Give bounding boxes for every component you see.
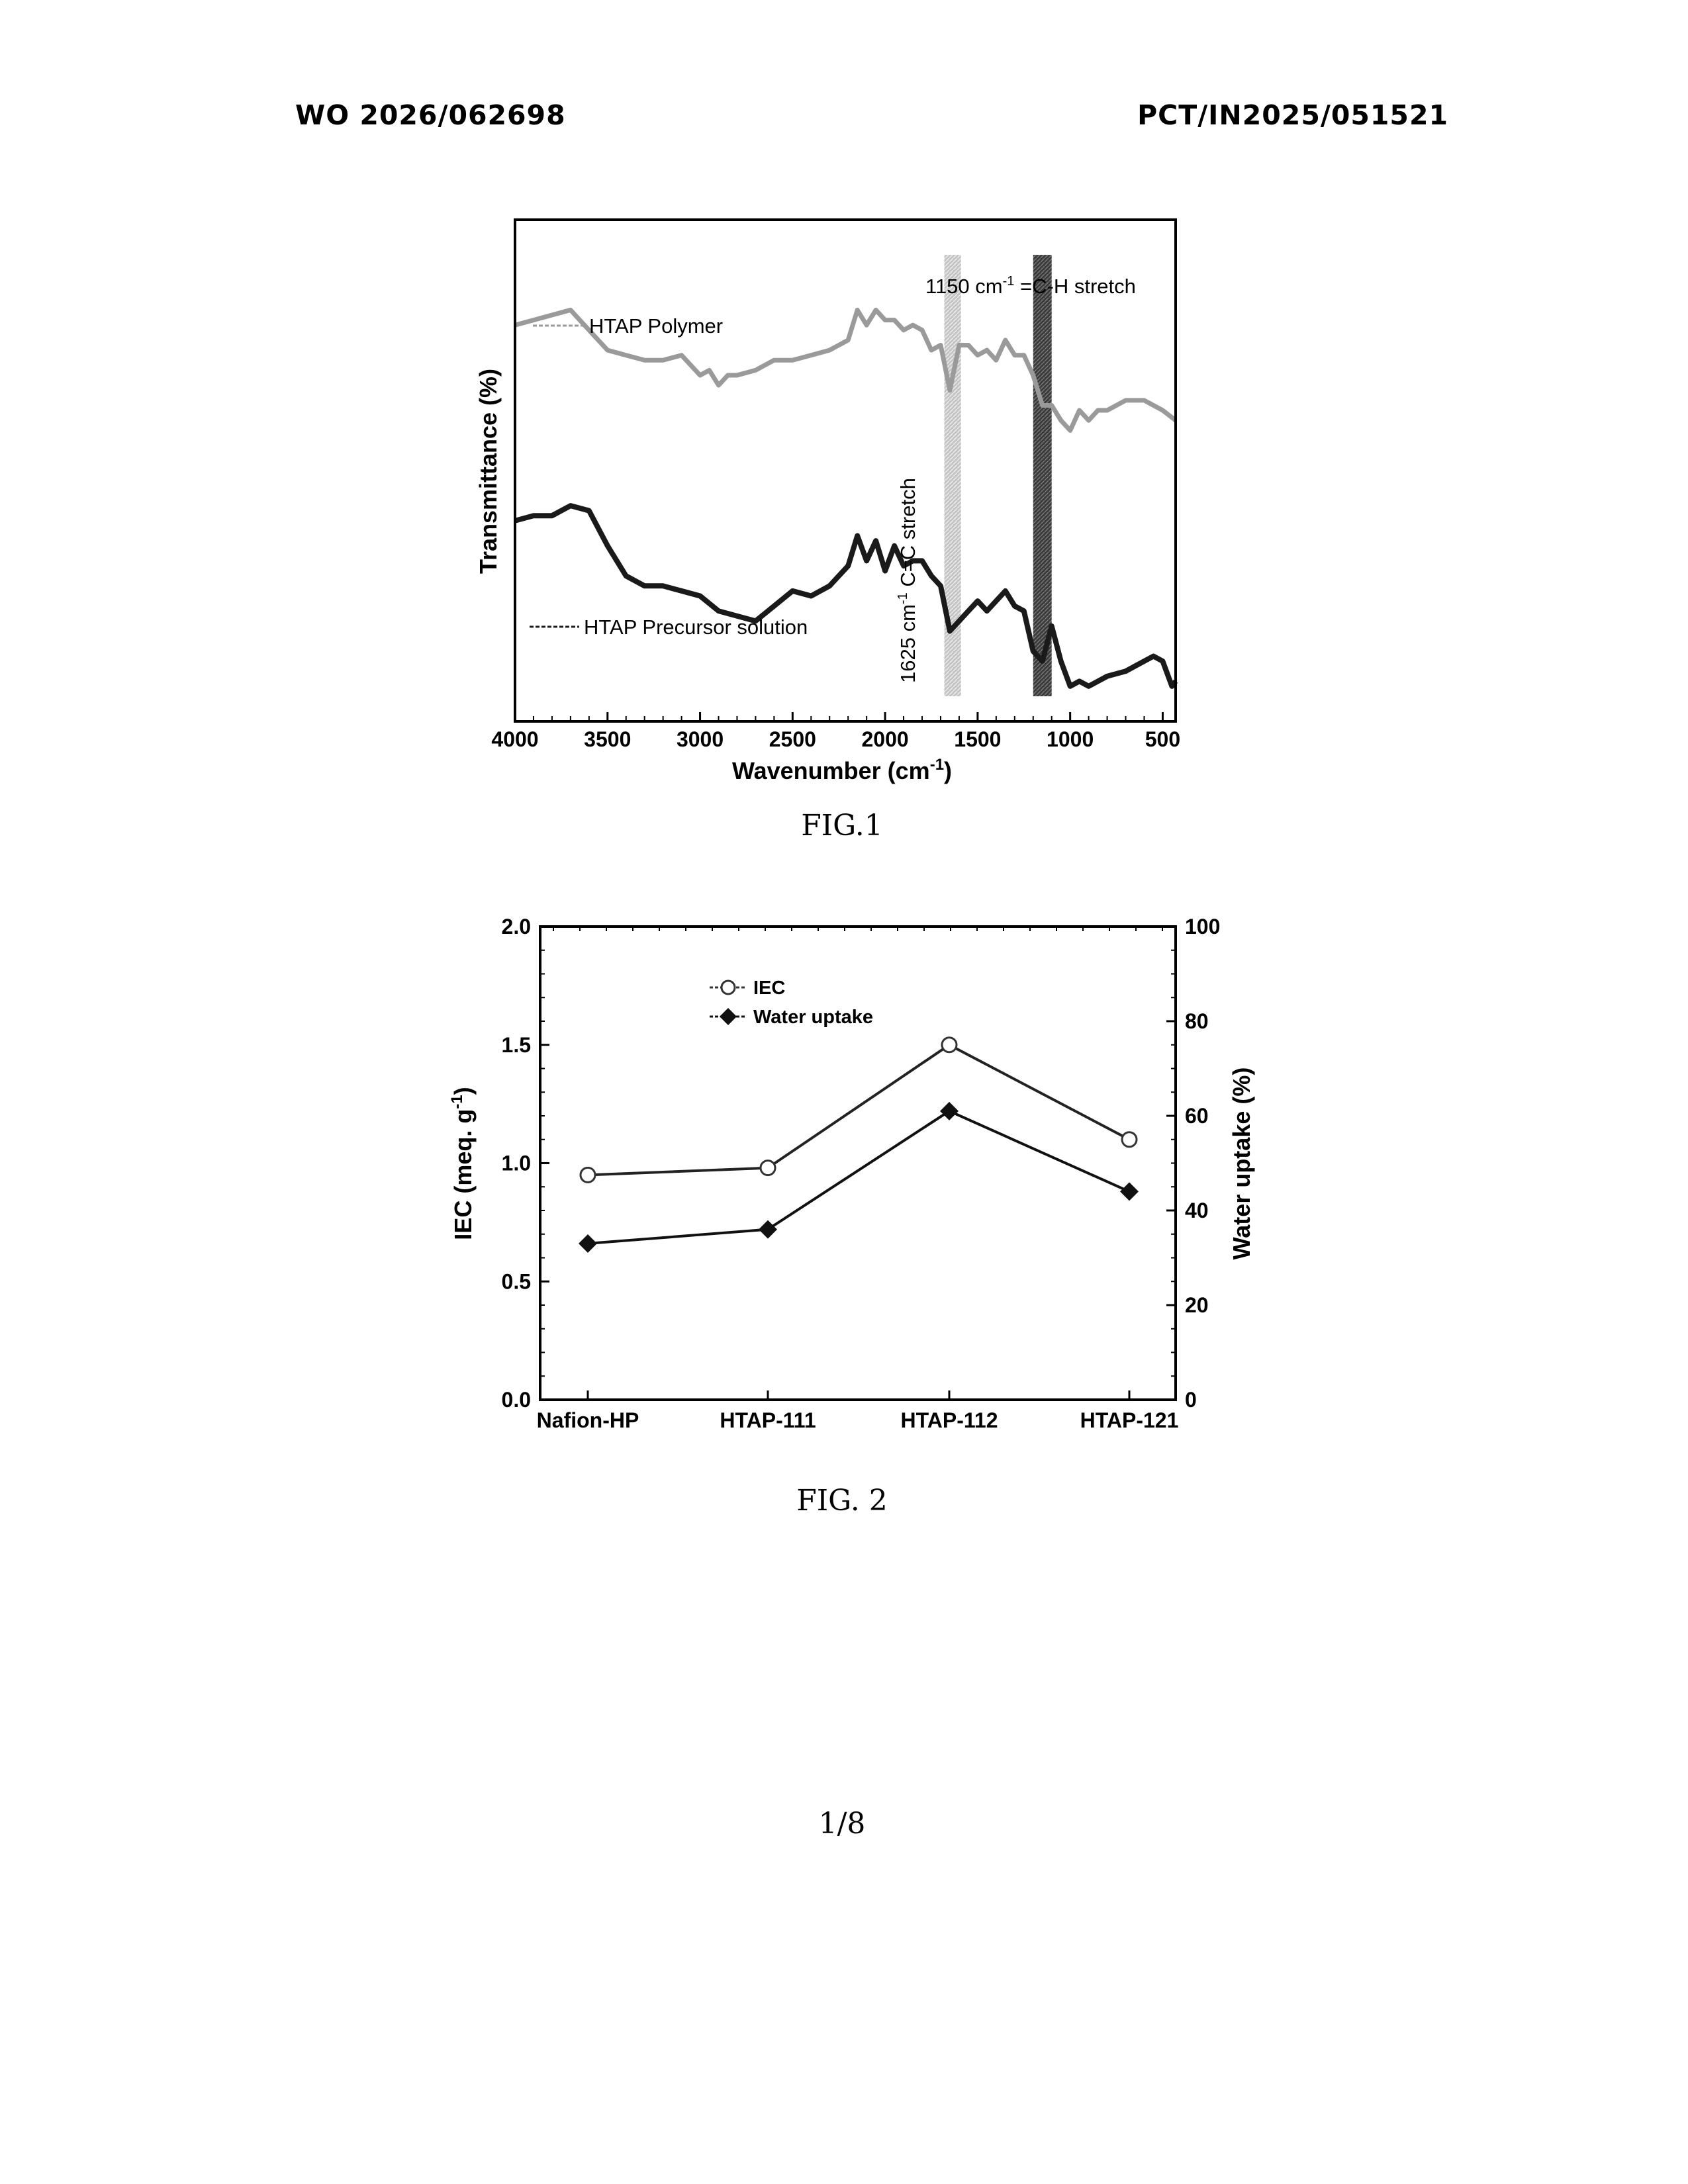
y-tick-label: 2.0 [502,915,531,938]
fig2-legend: IEC Water uptake [710,978,873,1028]
legend-iec: IEC [753,978,785,999]
x-category-label: HTAP-111 [720,1408,816,1432]
y-tick-label: 0.5 [502,1269,531,1293]
y2-tick-label: 20 [1185,1293,1209,1317]
x-tick-label: 1000 [1047,727,1094,751]
x-tick-label: 1500 [954,727,1001,751]
absorption-band-1 [1033,255,1052,697]
series-line-water-uptake [587,1109,1130,1245]
iec-point [759,1160,776,1177]
legend-water-uptake: Water uptake [753,1007,873,1028]
page-number: 1/8 [818,1807,866,1841]
legend-htap-precursor: HTAP Precursor solution [584,615,808,639]
x-tick-label: 2000 [862,727,909,751]
iec-point [579,1166,596,1183]
application-number: PCT/IN2025/051521 [1137,99,1448,131]
water-uptake-point [759,1220,777,1239]
fig1-plot-frame [514,218,1177,723]
x-category-label: HTAP-121 [1080,1408,1179,1432]
y-tick-label: 1.5 [502,1033,531,1057]
x-category-label: HTAP-112 [900,1408,998,1432]
fig2-y2-axis-title: Water uptake (%) [1228,1068,1255,1260]
fig2-caption: FIG. 2 [796,1484,888,1518]
fig1-x-axis-title: Wavenumber (cm-1) [732,756,952,784]
iec-point [941,1036,958,1054]
water-uptake-point [1120,1182,1139,1201]
fig1-caption: FIG.1 [801,809,883,842]
y2-tick-label: 100 [1185,915,1220,938]
fig1-legend: HTAP Polymer HTAP Precursor solution [530,314,808,639]
water-uptake-point [940,1101,959,1120]
fig2-plot-frame [539,925,1177,1401]
water-uptake-point [579,1234,597,1253]
x-tick-label: 4000 [491,727,538,751]
y2-tick-label: 80 [1185,1009,1209,1033]
legend-iec-marker [720,979,736,995]
y-tick-label: 0.0 [502,1388,531,1412]
series-line-htap-polymer [514,307,1178,433]
x-category-label: Nafion-HP [537,1408,639,1432]
legend-water-uptake-marker [720,1008,737,1025]
iec-water-uptake-chart: 0.0 0.5 1.0 1.5 2.0 0 20 40 60 80 100 Nafion-HP HTAP… [448,915,1255,1432]
iec-point [1121,1131,1138,1148]
y2-tick-label: 40 [1185,1199,1209,1222]
y-tick-label: 1.0 [502,1152,531,1175]
x-tick-label: 3000 [677,727,724,751]
legend-htap-polymer: HTAP Polymer [589,314,723,338]
annotation-1150-ch-stretch: 1150 cm-1 =C-H stretch [925,274,1136,298]
y2-tick-label: 0 [1185,1388,1197,1412]
fig1-y-axis-title: Transmittance (%) [475,369,502,574]
x-tick-label: 3500 [584,727,631,751]
publication-number: WO 2026/062698 [295,99,566,131]
series-line-htap-precursor [514,503,1178,689]
series-line-iec [587,1043,1130,1177]
y2-tick-label: 60 [1185,1104,1209,1128]
fig2-y-axis-title: IEC (meq. g-1) [448,1087,477,1240]
x-tick-label: 500 [1145,727,1180,751]
annotation-1625-cc-stretch: 1625 cm-1 C=C stretch [896,478,919,683]
x-tick-label: 2500 [769,727,816,751]
ftir-spectrum-chart: 4000 3500 3000 2500 2000 1500 1000 500 HTAP Pol… [475,218,1180,784]
